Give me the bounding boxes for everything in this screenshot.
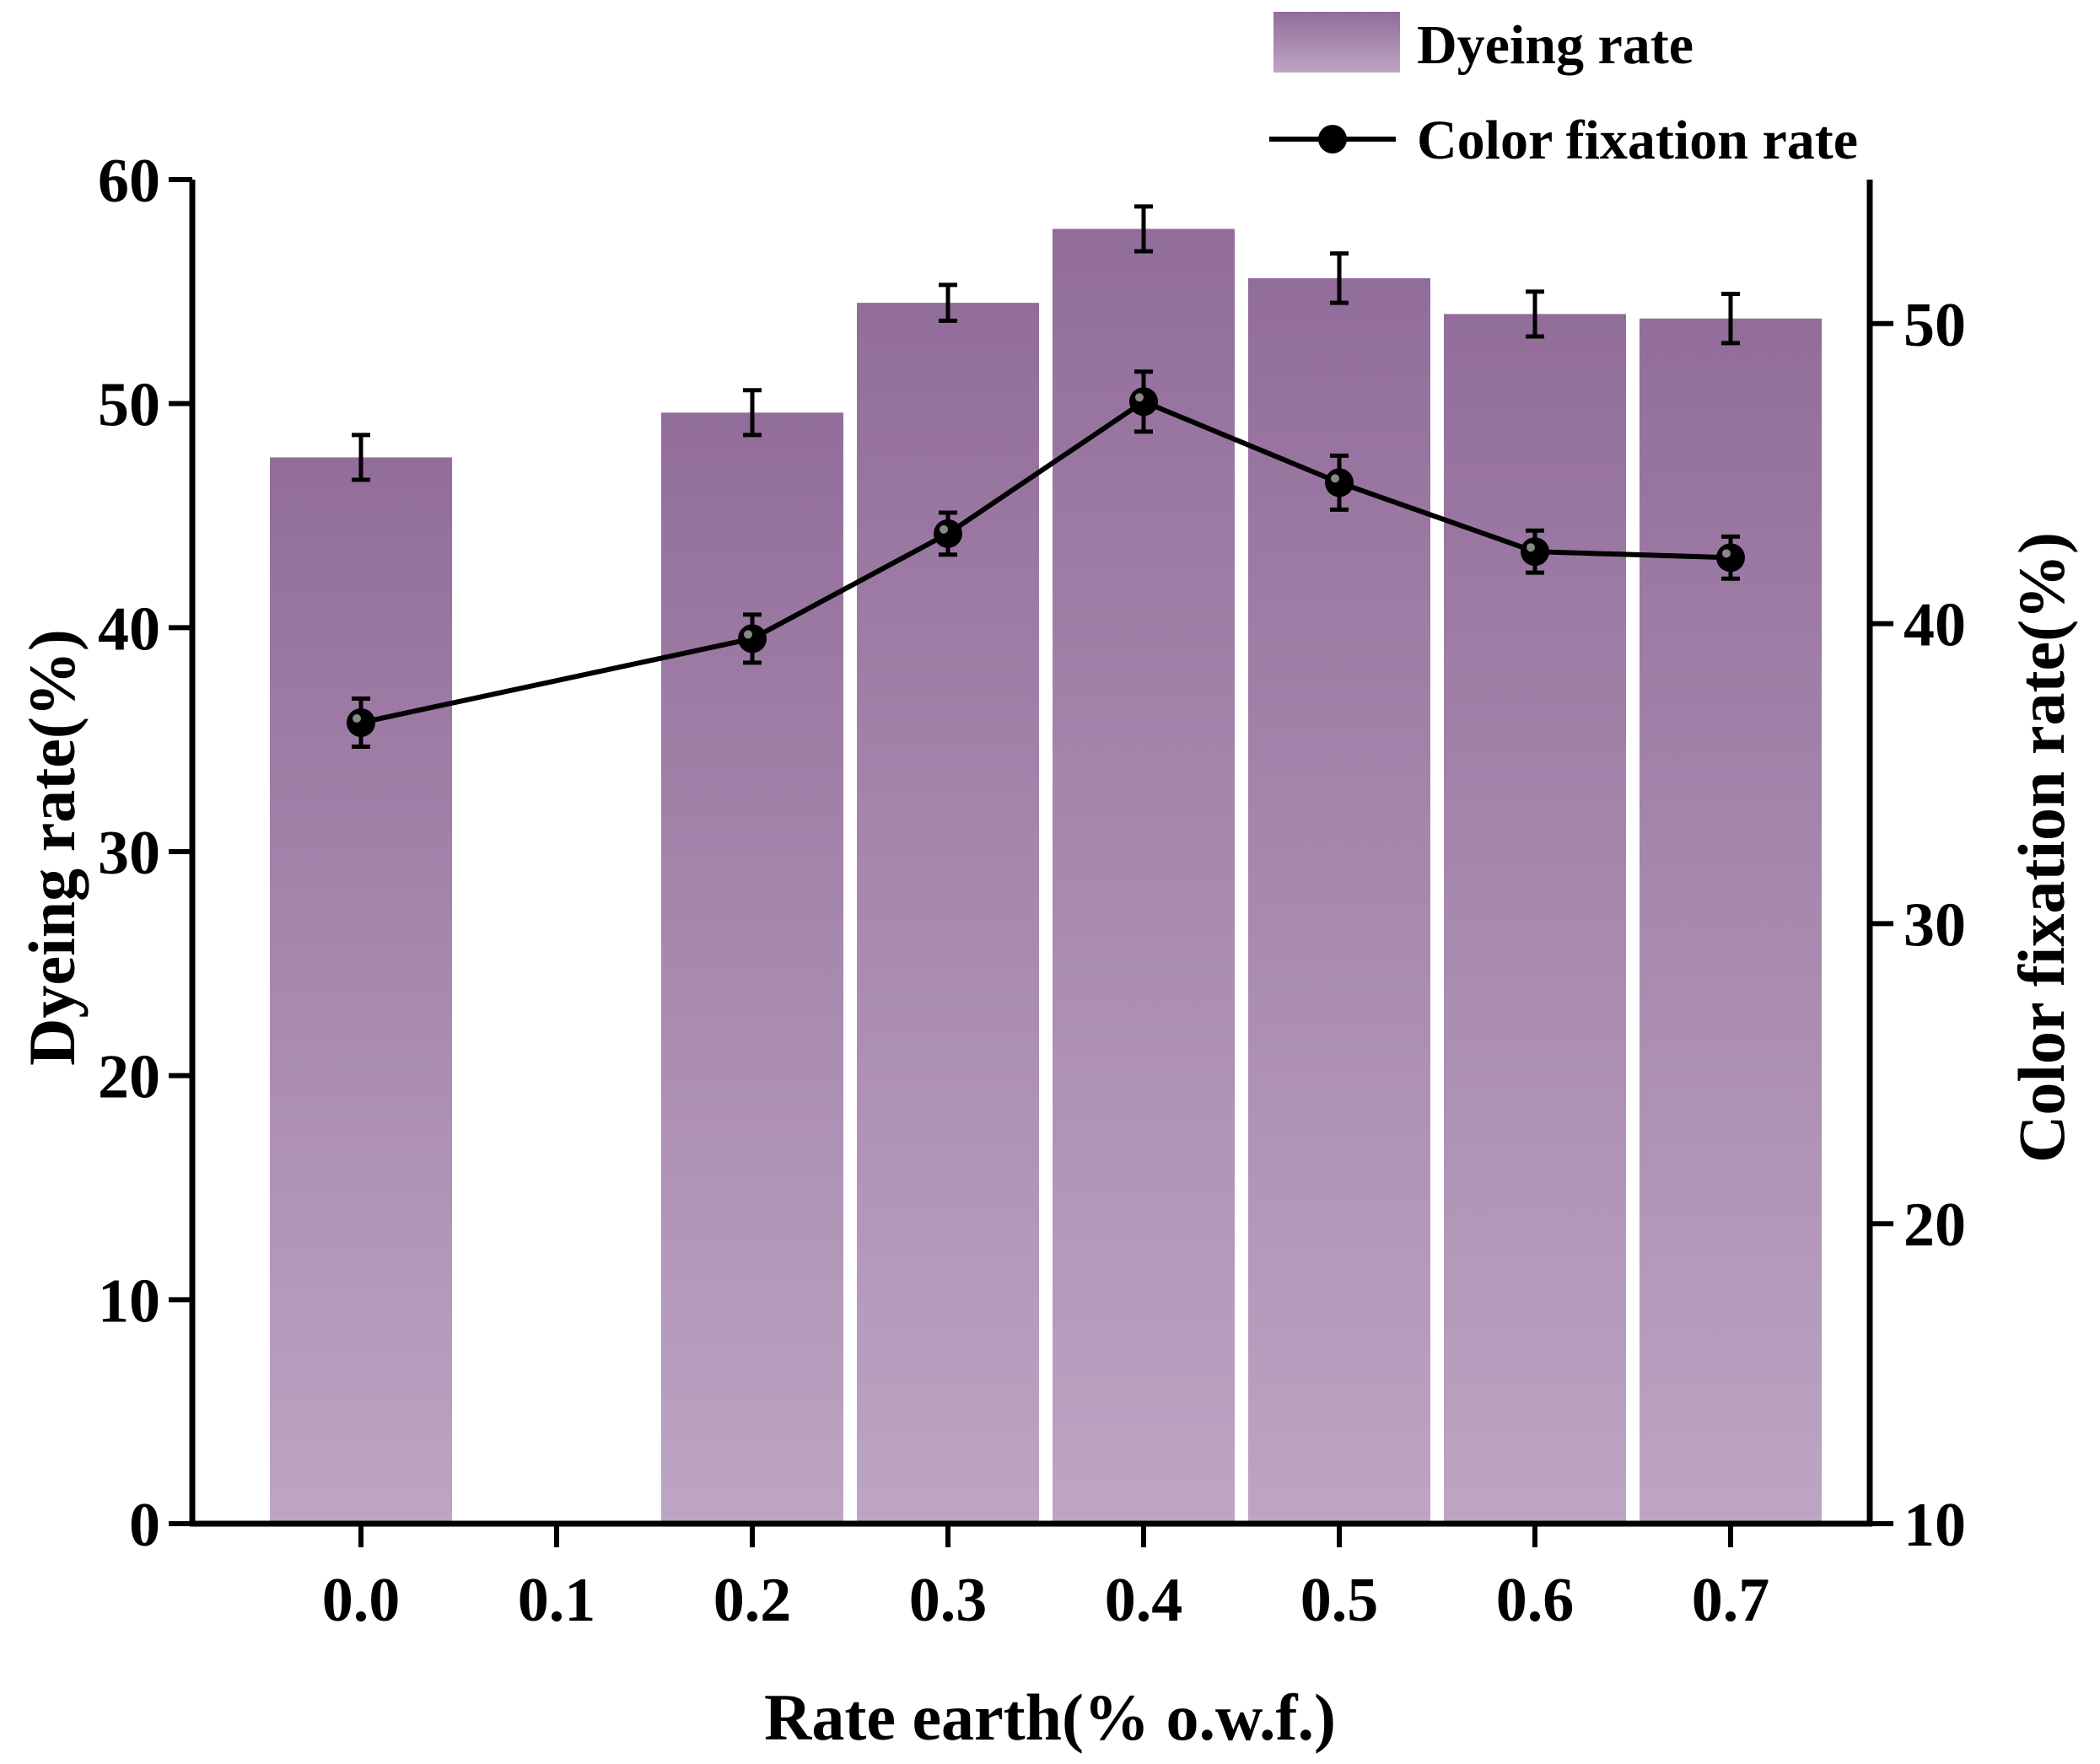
dyeing-rate-bar bbox=[1640, 318, 1822, 1524]
dyeing-rate-error-bar bbox=[939, 282, 957, 323]
y-left-tick-label: 60 bbox=[98, 147, 160, 216]
y-left-tick-label: 30 bbox=[98, 819, 160, 888]
y-left-tick-label: 40 bbox=[98, 594, 160, 664]
color-fixation-point bbox=[1716, 543, 1745, 573]
y-left-tick-label: 20 bbox=[98, 1043, 160, 1112]
y-axis-left-title: Dyeing rate(%) bbox=[15, 629, 89, 1066]
color-fixation-point bbox=[738, 624, 767, 653]
dyeing-rate-error-bar bbox=[1134, 204, 1153, 254]
y-left-tick-label: 0 bbox=[129, 1491, 160, 1560]
fixation-line-layer bbox=[347, 369, 1745, 749]
color-fixation-point-highlight bbox=[1135, 393, 1144, 402]
color-fixation-point bbox=[1521, 537, 1549, 567]
legend: Dyeing rate Color fixation rate bbox=[1269, 12, 1858, 171]
y-axis-right-title: Color fixation rate(%) bbox=[2005, 532, 2078, 1163]
y-right-tick-label: 50 bbox=[1903, 291, 1966, 360]
x-tick-label: 0.3 bbox=[909, 1566, 988, 1635]
x-tick-label: 0.6 bbox=[1496, 1566, 1575, 1635]
color-fixation-point-highlight bbox=[744, 630, 752, 639]
x-tick-label: 0.2 bbox=[713, 1566, 792, 1635]
y-right-tick-label: 10 bbox=[1903, 1491, 1966, 1560]
dyeing-rate-bar bbox=[270, 457, 452, 1524]
color-fixation-point-highlight bbox=[1527, 543, 1535, 552]
x-tick-label: 0.0 bbox=[322, 1566, 401, 1635]
y-left-tick-label: 50 bbox=[98, 371, 160, 440]
color-fixation-point bbox=[1129, 387, 1158, 417]
color-fixation-point-highlight bbox=[940, 524, 948, 534]
y-right-tick-label: 40 bbox=[1903, 591, 1966, 660]
color-fixation-point bbox=[1325, 468, 1354, 497]
axes-layer: 0 10 20 30 40 50 60 10 20 30 40 50 0.0 0.1 0.2 0.3 0.4 0.… bbox=[98, 147, 1966, 1635]
dyeing-rate-error-bar bbox=[1721, 291, 1740, 346]
y-right-tick-label: 30 bbox=[1903, 890, 1966, 960]
bars-layer bbox=[270, 204, 1822, 1525]
dyeing-rate-error-bar bbox=[352, 433, 370, 482]
dyeing-rate-error-bar bbox=[743, 388, 762, 438]
color-fixation-point-highlight bbox=[1722, 549, 1731, 558]
x-tick-label: 0.1 bbox=[518, 1566, 596, 1635]
x-tick-label: 0.4 bbox=[1105, 1566, 1183, 1635]
x-tick-label: 0.7 bbox=[1692, 1566, 1770, 1635]
y-left-tick-label: 10 bbox=[98, 1267, 160, 1336]
dyeing-rate-error-bar bbox=[1526, 289, 1544, 339]
color-fixation-point-highlight bbox=[353, 714, 361, 723]
legend-bar-label: Dyeing rate bbox=[1417, 14, 1693, 76]
x-tick-label: 0.5 bbox=[1300, 1566, 1379, 1635]
legend-line-label: Color fixation rate bbox=[1417, 110, 1858, 171]
color-fixation-point bbox=[934, 519, 962, 548]
x-axis-title: Rate earth(% o.w.f.) bbox=[764, 1681, 1336, 1754]
y-right-tick-label: 20 bbox=[1903, 1191, 1966, 1260]
dyeing-rate-bar bbox=[661, 412, 843, 1524]
dyeing-rate-bar bbox=[1444, 314, 1626, 1524]
dyeing-rate-error-bar bbox=[1330, 251, 1349, 305]
color-fixation-point-highlight bbox=[1331, 474, 1339, 483]
legend-bar-swatch bbox=[1273, 12, 1400, 73]
dyeing-rate-bar bbox=[857, 303, 1039, 1524]
legend-line-marker bbox=[1318, 125, 1347, 153]
color-fixation-point bbox=[347, 708, 375, 738]
